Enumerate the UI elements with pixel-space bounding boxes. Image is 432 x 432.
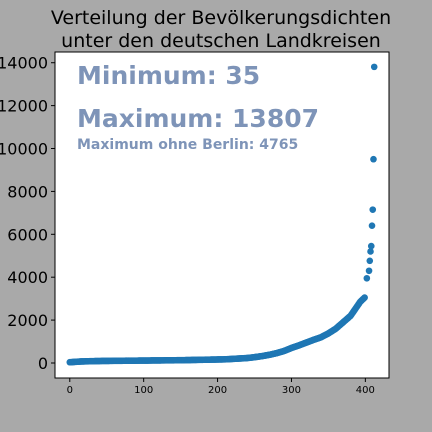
data-points (66, 63, 378, 366)
chart-title-line-1: Verteilung der Bevölkerungsdichten (51, 7, 391, 29)
y-tick-label: 12000 (0, 97, 48, 116)
data-point (361, 294, 368, 301)
plot-area (54, 51, 390, 379)
x-tick-label: 300 (282, 385, 301, 396)
y-tick-label: 14000 (0, 54, 48, 73)
data-point (363, 274, 371, 282)
data-point (365, 267, 373, 275)
data-point (366, 257, 374, 265)
y-tick-label: 2000 (7, 311, 48, 330)
annotation-maximum-ohne-berlin: Maximum ohne Berlin: 4765 (77, 137, 298, 153)
data-point (368, 222, 376, 230)
data-point (369, 206, 377, 213)
data-point (370, 155, 377, 163)
data-point (367, 242, 375, 250)
y-tick-label: 4000 (7, 268, 48, 287)
x-tick-label: 100 (134, 385, 153, 396)
annotation-maximum: Maximum: 13807 (77, 104, 319, 133)
x-tick-label: 200 (208, 385, 227, 396)
y-tick-label: 6000 (7, 225, 48, 244)
data-point (367, 248, 374, 255)
annotation-minimum: Minimum: 35 (77, 61, 260, 90)
x-axis: 0 100 200 300 400 (67, 378, 375, 396)
x-tick-label: 0 (67, 385, 73, 396)
y-axis: 0 2000 4000 6000 8000 10000 12000 14000 (0, 54, 55, 373)
y-tick-label: 8000 (7, 182, 48, 201)
chart-title-line-2: unter den deutschen Landkreisen (61, 30, 381, 52)
x-tick-label: 400 (356, 385, 375, 396)
y-tick-label: 0 (38, 354, 48, 373)
data-point (370, 63, 378, 71)
y-tick-label: 10000 (0, 140, 48, 159)
